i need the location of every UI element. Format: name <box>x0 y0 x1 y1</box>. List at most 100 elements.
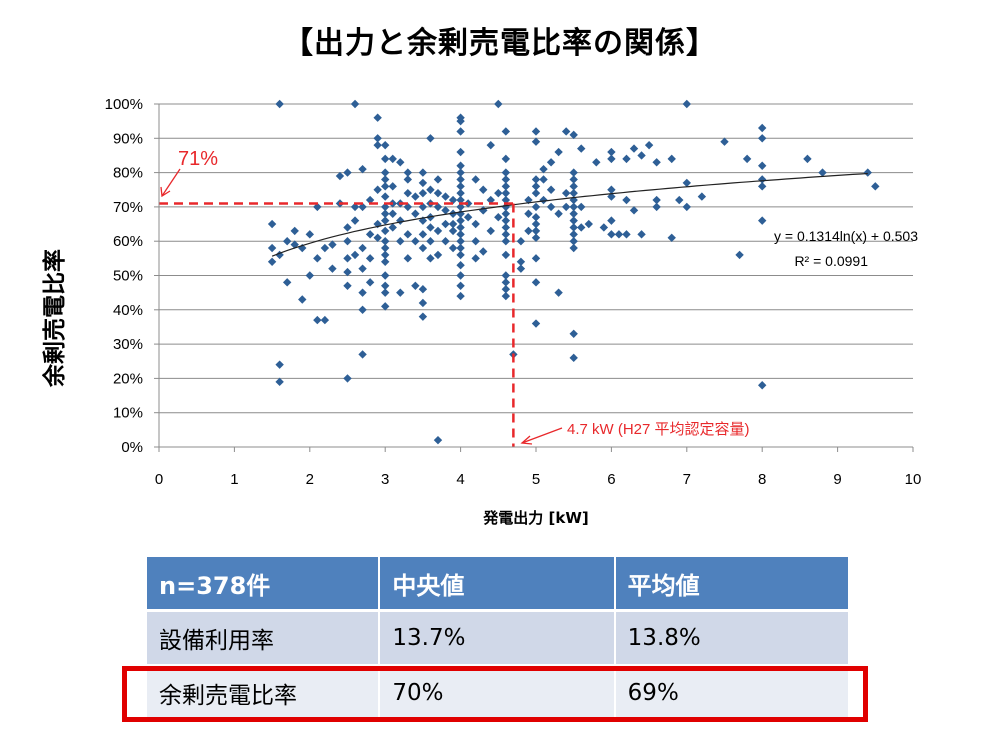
data-point <box>328 264 337 273</box>
data-point <box>652 195 661 205</box>
y-tick-label: 60% <box>113 233 143 250</box>
data-point <box>381 202 390 212</box>
data-point <box>381 209 390 218</box>
data-point <box>448 219 458 229</box>
data-point <box>569 223 578 232</box>
data-point <box>411 192 420 201</box>
data-point <box>320 243 330 253</box>
data-point <box>456 216 465 225</box>
y-tick-label: 10% <box>113 405 143 422</box>
data-point <box>335 171 345 181</box>
data-point <box>350 99 360 109</box>
data-point <box>682 202 691 212</box>
data-point <box>350 250 360 260</box>
data-point <box>531 319 541 328</box>
data-point <box>471 237 480 246</box>
data-point <box>569 175 578 184</box>
data-point <box>343 254 352 263</box>
data-point <box>607 154 616 164</box>
data-point <box>456 182 465 191</box>
trendline-equation: y = 0.1314ln(x) + 0.503 <box>774 228 918 244</box>
table-row: 設備利用率 13.7% 13.8% <box>147 612 848 667</box>
data-point <box>403 202 413 212</box>
data-point <box>569 130 578 140</box>
data-point <box>486 195 495 205</box>
data-point <box>501 237 511 246</box>
data-point <box>758 161 767 170</box>
data-points <box>267 99 880 445</box>
data-point <box>328 240 337 249</box>
data-point <box>456 250 465 260</box>
y-tick-label: 90% <box>113 130 143 147</box>
data-point <box>381 216 390 225</box>
data-point <box>479 185 488 194</box>
data-point <box>343 223 352 232</box>
data-point <box>373 233 382 242</box>
data-point <box>501 271 511 280</box>
data-point <box>546 202 556 212</box>
data-point <box>486 226 495 236</box>
data-point <box>282 237 292 246</box>
data-point <box>441 192 450 201</box>
data-point <box>358 164 367 174</box>
data-point <box>486 140 495 150</box>
x-tick-label: 9 <box>833 471 841 488</box>
data-point <box>494 212 503 222</box>
reference-x-arrow <box>521 427 563 444</box>
highlight-box <box>122 666 868 722</box>
data-point <box>501 216 511 225</box>
data-point <box>652 158 661 167</box>
data-point <box>531 188 541 198</box>
data-point <box>320 315 330 325</box>
y-tick-label: 30% <box>113 336 143 353</box>
data-point <box>418 298 428 308</box>
y-tick-label: 50% <box>113 268 143 285</box>
data-point <box>622 154 631 164</box>
data-point <box>501 250 511 260</box>
data-point <box>524 209 533 218</box>
data-point <box>381 237 390 246</box>
table-row: 余剰売電比率 70% 69% <box>147 667 848 719</box>
data-point <box>607 147 616 157</box>
data-point <box>448 226 458 236</box>
data-point <box>577 223 586 232</box>
data-point <box>471 254 480 263</box>
data-point <box>531 212 541 222</box>
x-tick-label: 0 <box>155 471 163 488</box>
data-point <box>381 271 390 280</box>
data-point <box>554 288 563 297</box>
data-point <box>667 154 676 164</box>
data-point <box>682 99 691 109</box>
data-point <box>622 195 631 205</box>
data-point <box>577 144 586 153</box>
header-median: 中央値 <box>380 557 614 612</box>
data-point <box>313 315 322 325</box>
data-point <box>569 353 578 363</box>
data-point <box>463 212 473 222</box>
data-point <box>501 223 511 232</box>
data-point <box>388 223 397 232</box>
data-point <box>381 154 390 164</box>
data-point <box>569 230 578 239</box>
data-point <box>531 182 541 191</box>
data-point <box>275 377 284 387</box>
trendline <box>271 172 868 257</box>
data-point <box>418 285 428 294</box>
data-point <box>758 123 767 133</box>
table-header-row: n=378件 中央値 平均値 <box>147 557 848 612</box>
data-point <box>298 295 307 304</box>
data-point <box>456 168 465 177</box>
data-point <box>463 199 473 208</box>
data-point <box>358 305 367 314</box>
data-point <box>501 230 511 239</box>
data-point <box>599 223 609 232</box>
data-point <box>501 202 511 212</box>
data-point <box>305 271 314 280</box>
data-point <box>343 374 352 383</box>
data-point <box>373 134 382 143</box>
data-point <box>569 243 578 253</box>
data-point <box>365 195 375 205</box>
data-point <box>471 175 480 184</box>
data-point <box>629 206 639 215</box>
data-point <box>433 250 443 260</box>
